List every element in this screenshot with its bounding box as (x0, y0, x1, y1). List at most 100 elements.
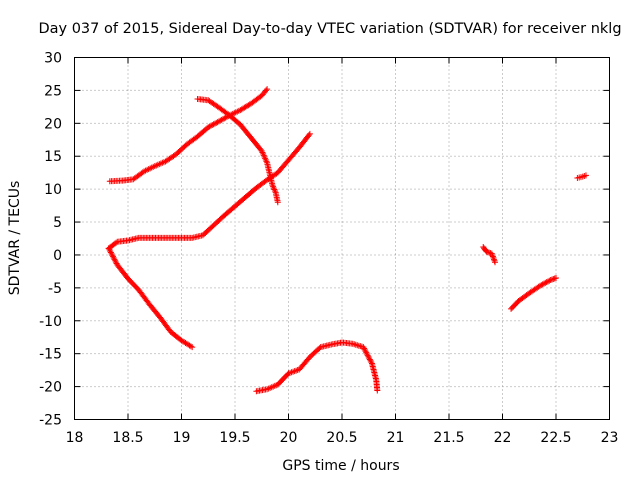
data-point (262, 156, 269, 163)
x-tick-label: 22.5 (540, 430, 571, 446)
x-axis-label: GPS time / hours (282, 458, 399, 474)
data-point (112, 259, 119, 266)
data-point (361, 346, 368, 353)
y-axis-label: SDTVAR / TECUs (7, 181, 23, 296)
data-point (219, 116, 226, 123)
data-point (110, 254, 117, 261)
x-tick-label: 18.5 (112, 430, 143, 446)
data-point (488, 250, 495, 257)
axis-ticks (74, 57, 610, 420)
data-point (214, 119, 221, 126)
data-point (538, 282, 545, 289)
data-point (363, 349, 370, 356)
data-point (264, 86, 271, 93)
data-point (206, 123, 213, 130)
y-tick-label: -5 (48, 281, 62, 297)
data-point (261, 153, 268, 160)
data-point (269, 182, 276, 189)
series-arc-3 (105, 130, 313, 252)
data-point (270, 185, 277, 192)
data-point (306, 130, 313, 137)
data-point (542, 279, 549, 286)
data-point (207, 122, 214, 129)
data-point (374, 387, 381, 394)
data-point (366, 356, 373, 363)
data-point (544, 278, 551, 285)
data-point (258, 147, 265, 154)
y-tick-label: 0 (53, 248, 62, 264)
y-tick-labels: 30 25 20 15 10 5 0 -5 -10 -15 -20 -25 (39, 51, 62, 429)
y-tick-label: -10 (39, 314, 62, 330)
x-tick-label: 21 (387, 430, 405, 446)
x-tick-label: 18 (66, 430, 84, 446)
data-point (108, 250, 115, 257)
x-tick-label: 19 (173, 430, 191, 446)
data-point (491, 257, 498, 264)
y-tick-label: 30 (44, 51, 62, 67)
series-arc-8 (574, 172, 589, 181)
y-tick-label: 25 (44, 83, 62, 99)
data-point (263, 87, 270, 94)
series-arc-4 (105, 245, 196, 351)
series-arc-7 (508, 274, 559, 312)
y-tick-label: -15 (39, 347, 62, 363)
data-point (205, 124, 212, 131)
data-point (187, 343, 194, 350)
data-points (105, 86, 589, 395)
data-point (217, 117, 224, 124)
data-point (262, 155, 269, 162)
x-tick-labels: 18 18.5 19 19.5 20 20.5 21 21.5 22 22.5 23 (66, 430, 619, 446)
x-tick-label: 23 (601, 430, 619, 446)
data-point (110, 253, 117, 260)
data-point (363, 350, 370, 357)
x-tick-label: 21.5 (433, 430, 464, 446)
y-tick-label: 20 (44, 116, 62, 132)
data-point (111, 256, 118, 263)
data-point (107, 249, 114, 256)
data-point (365, 353, 372, 360)
x-tick-label: 20.5 (326, 430, 357, 446)
data-point (490, 256, 497, 263)
data-point (361, 345, 368, 352)
data-point (272, 187, 279, 194)
data-point (222, 114, 229, 121)
y-tick-label: 10 (44, 182, 62, 198)
data-point (213, 119, 220, 126)
chart-title: Day 037 of 2015, Sidereal Day-to-day VTE… (38, 21, 621, 37)
data-point (105, 245, 112, 252)
data-point (539, 281, 546, 288)
data-point (546, 277, 553, 284)
data-point (259, 149, 266, 156)
y-tick-label: -20 (39, 380, 62, 396)
data-point (263, 158, 270, 165)
data-point (271, 186, 278, 193)
data-point (368, 359, 375, 366)
data-point (492, 259, 499, 266)
data-point (489, 253, 496, 260)
x-tick-label: 22 (494, 430, 512, 446)
data-point (112, 257, 119, 264)
data-point (543, 279, 550, 286)
data-point (270, 183, 277, 190)
series-arc-5 (253, 339, 381, 395)
data-point (553, 274, 559, 281)
x-tick-label: 20 (280, 430, 298, 446)
series-arc-6 (480, 244, 499, 266)
data-point (305, 132, 312, 139)
data-point (536, 282, 543, 289)
data-point (366, 355, 373, 362)
data-point (106, 246, 113, 253)
y-tick-label: -25 (39, 413, 62, 429)
data-point (367, 357, 374, 364)
data-point (360, 344, 367, 351)
data-point (189, 344, 196, 351)
y-tick-label: 5 (53, 215, 62, 231)
data-point (362, 348, 369, 355)
data-point (316, 345, 323, 352)
data-point (490, 254, 497, 261)
data-point (540, 280, 547, 287)
y-tick-label: 15 (44, 149, 62, 165)
data-point (211, 120, 218, 127)
series-arc-1 (106, 86, 271, 185)
